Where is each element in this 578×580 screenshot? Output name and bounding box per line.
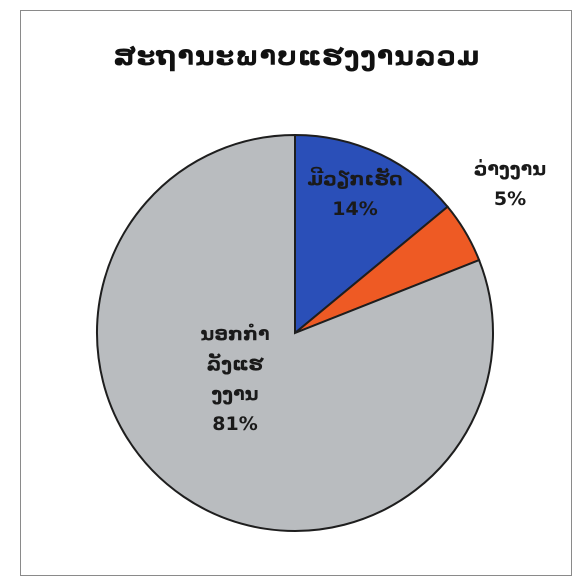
value-label-slice-employed: 14% [332,198,377,220]
value-label-slice-unemployed: 5% [494,188,526,210]
category-label-slice-employed: ມີວຽກເຮັດ [307,166,402,190]
category-label-slice-outside-labor-force: ນອກກຳລັງແຮງງານ [200,322,269,405]
value-label-slice-outside-labor-force: 81% [212,413,257,435]
chart-title: ສະຖານະພາບແຮງງານລວມ [113,41,481,72]
slice-employed [294,133,449,336]
slice-outside-labor-force [96,133,494,532]
category-label-slice-unemployed: ວ່າງງານ [474,158,546,180]
